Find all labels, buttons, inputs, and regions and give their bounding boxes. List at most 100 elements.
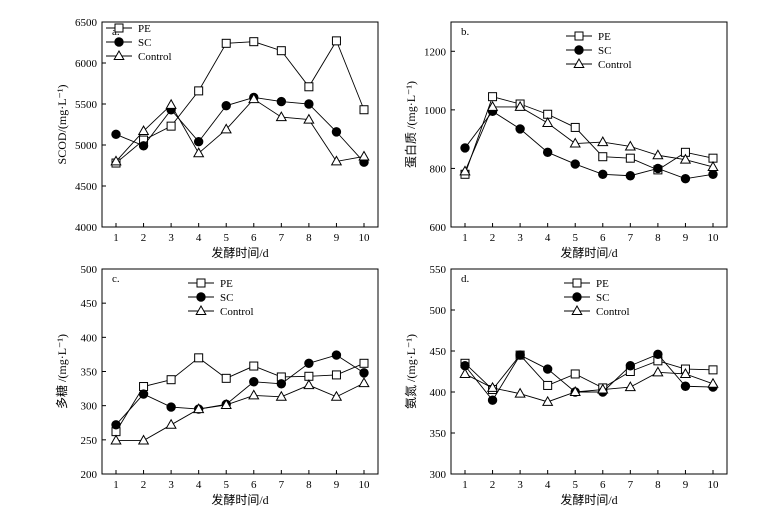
data-point-pe bbox=[331, 36, 341, 46]
y-tick-label: 1200 bbox=[424, 46, 447, 58]
data-point-sc bbox=[331, 350, 342, 360]
data-point-pe bbox=[488, 92, 498, 102]
data-point-pe bbox=[625, 153, 635, 163]
series-line-control bbox=[116, 382, 365, 441]
data-point-pe bbox=[166, 121, 176, 131]
legend-label-pe: PE bbox=[598, 31, 611, 43]
panel-label: c. bbox=[112, 273, 120, 285]
x-tick-label: 7 bbox=[279, 232, 285, 244]
legend-label-sc: SC bbox=[596, 292, 609, 304]
data-point-sc bbox=[111, 129, 121, 140]
data-point-pe bbox=[598, 152, 608, 162]
data-point-control bbox=[220, 398, 232, 409]
legend-label-control: Control bbox=[596, 306, 630, 318]
data-point-control bbox=[486, 100, 499, 111]
data-point-control bbox=[514, 387, 526, 398]
data-point-control bbox=[193, 403, 205, 414]
x-tick-label: 3 bbox=[168, 232, 174, 244]
data-point-control bbox=[358, 150, 370, 161]
data-point-sc bbox=[276, 379, 287, 389]
x-tick-label: 10 bbox=[359, 232, 371, 244]
data-point-sc bbox=[708, 169, 718, 179]
x-tick-label: 8 bbox=[306, 232, 312, 244]
x-tick-label: 1 bbox=[462, 232, 468, 244]
data-point-pe bbox=[570, 122, 580, 132]
legend-marker-control bbox=[573, 57, 585, 68]
data-point-pe bbox=[194, 86, 204, 96]
data-point-control bbox=[248, 389, 260, 400]
data-point-control bbox=[165, 418, 177, 429]
y-axis-label: SCOD/(mg·L⁻¹) bbox=[55, 85, 69, 165]
series-line-control bbox=[464, 106, 714, 172]
data-point-sc bbox=[515, 350, 525, 360]
y-tick-label: 5500 bbox=[75, 99, 98, 111]
y-tick-label: 300 bbox=[430, 469, 447, 481]
chart-panel-c: 200 250 300 350 400 450 500 1 2 3 4 5 6 7 8 9 10 发酵时间/d 多糖… bbox=[54, 264, 379, 507]
data-point-pe bbox=[304, 82, 314, 92]
legend-label-pe: PE bbox=[220, 278, 233, 290]
x-tick-label: 10 bbox=[708, 232, 720, 244]
data-point-control bbox=[248, 93, 260, 104]
data-point-control bbox=[137, 125, 150, 136]
y-tick-label: 500 bbox=[430, 305, 447, 317]
data-point-sc bbox=[138, 141, 149, 151]
legend-marker-pe bbox=[196, 278, 206, 288]
x-tick-label: 2 bbox=[490, 232, 496, 244]
x-tick-label: 8 bbox=[655, 232, 661, 244]
data-point-control bbox=[652, 149, 664, 160]
data-point-sc bbox=[460, 143, 470, 153]
data-point-control bbox=[707, 377, 719, 388]
data-point-sc bbox=[166, 402, 176, 412]
data-point-sc bbox=[653, 163, 663, 174]
series-line-pe bbox=[115, 39, 365, 164]
data-point-control bbox=[679, 367, 692, 378]
data-point-pe bbox=[331, 370, 341, 380]
y-axis-label: 蛋白质 /(mg·L⁻¹) bbox=[403, 81, 418, 168]
data-point-sc bbox=[653, 349, 663, 359]
y-axis-label: 氨氮 /(mg·L⁻¹) bbox=[403, 334, 418, 409]
x-tick-label: 7 bbox=[628, 479, 634, 491]
data-point-pe bbox=[543, 380, 553, 390]
legend-label-control: Control bbox=[598, 59, 632, 71]
legend-marker-pe bbox=[574, 31, 584, 41]
y-tick-label: 450 bbox=[81, 298, 98, 310]
x-tick-label: 10 bbox=[359, 479, 371, 491]
x-tick-label: 4 bbox=[196, 479, 202, 491]
x-axis-label: 发酵时间/d bbox=[211, 492, 268, 507]
y-tick-label: 4500 bbox=[75, 181, 98, 193]
data-point-sc bbox=[515, 124, 525, 134]
x-tick-label: 4 bbox=[196, 232, 202, 244]
data-point-pe bbox=[166, 375, 176, 385]
x-tick-label: 4 bbox=[545, 479, 551, 491]
legend-marker-pe bbox=[114, 23, 124, 33]
data-point-sc bbox=[359, 368, 369, 378]
x-tick-label: 9 bbox=[683, 479, 689, 491]
plot-frame bbox=[450, 21, 728, 228]
legend-label-control: Control bbox=[220, 306, 254, 318]
data-point-control bbox=[652, 366, 664, 377]
series-line-pe bbox=[115, 357, 365, 432]
x-tick-label: 3 bbox=[517, 479, 523, 491]
x-tick-label: 6 bbox=[251, 232, 257, 244]
legend-label-sc: SC bbox=[138, 37, 151, 49]
data-point-control bbox=[165, 98, 177, 109]
chart-panel-a: 4000 4500 5000 5500 6000 6500 1 2 3 4 5 6 7 8 9 10 发酵时间/… bbox=[55, 17, 379, 260]
x-tick-label: 1 bbox=[113, 479, 119, 491]
data-point-pe bbox=[359, 105, 369, 115]
series-line-pe bbox=[464, 354, 714, 391]
x-tick-label: 3 bbox=[168, 479, 174, 491]
panel-label: d. bbox=[461, 273, 470, 285]
legend-marker-sc bbox=[574, 45, 584, 55]
series-line-pe bbox=[464, 96, 714, 175]
data-point-control bbox=[459, 367, 471, 378]
data-point-control bbox=[275, 111, 287, 122]
legend-label-sc: SC bbox=[220, 292, 233, 304]
data-point-control bbox=[486, 381, 499, 392]
y-tick-label: 4000 bbox=[75, 222, 98, 234]
legend-marker-sc bbox=[572, 292, 582, 302]
data-point-control bbox=[110, 434, 122, 445]
data-point-sc bbox=[542, 147, 553, 158]
data-point-control bbox=[459, 165, 471, 176]
series-line-control bbox=[115, 98, 365, 162]
legend-marker-control bbox=[571, 304, 583, 315]
